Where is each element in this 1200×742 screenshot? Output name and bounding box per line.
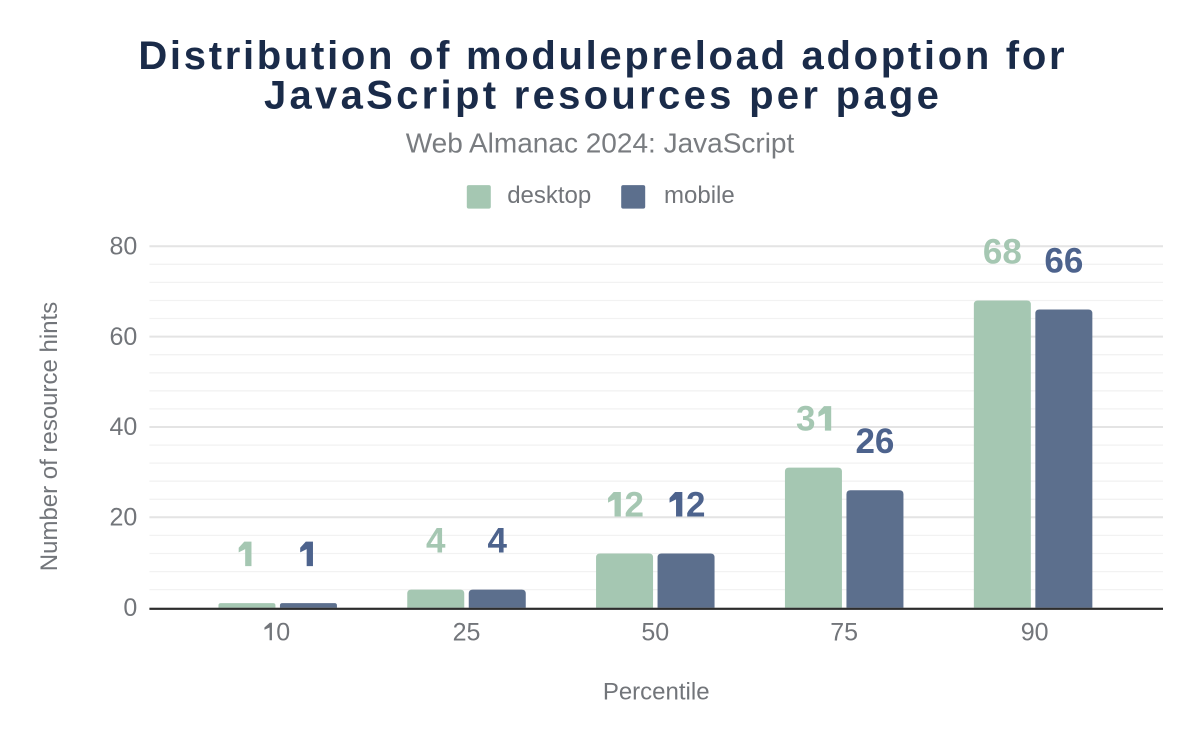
svg-text:60: 60: [109, 323, 137, 351]
svg-text:90: 90: [1021, 618, 1049, 646]
svg-text:40: 40: [109, 413, 137, 441]
svg-text:4: 4: [488, 522, 508, 561]
svg-text:68: 68: [983, 233, 1022, 272]
svg-text:4: 4: [426, 522, 446, 561]
svg-text:Distribution of modulepreload: Distribution of modulepreload adoption f…: [138, 34, 1067, 78]
svg-text:2: 2: [625, 486, 644, 525]
svg-text:50: 50: [641, 618, 669, 646]
svg-text:75: 75: [830, 618, 858, 646]
svg-text:0: 0: [123, 594, 137, 622]
svg-text:Number of resource hints: Number of resource hints: [36, 302, 63, 571]
svg-text:Web Almanac 2024: JavaScript: Web Almanac 2024: JavaScript: [406, 127, 795, 158]
svg-text:3: 3: [796, 400, 815, 439]
svg-text:0: 0: [276, 618, 290, 646]
svg-text:26: 26: [855, 422, 894, 461]
svg-text:66: 66: [1044, 242, 1083, 281]
svg-text:JavaScript resources per page: JavaScript resources per page: [264, 74, 942, 118]
svg-text:80: 80: [109, 233, 137, 261]
svg-text:desktop: desktop: [507, 182, 591, 209]
svg-text:Percentile: Percentile: [603, 679, 710, 706]
svg-text:2: 2: [686, 486, 705, 525]
svg-text:20: 20: [109, 504, 137, 532]
svg-text:25: 25: [453, 618, 481, 646]
svg-text:mobile: mobile: [664, 182, 735, 209]
